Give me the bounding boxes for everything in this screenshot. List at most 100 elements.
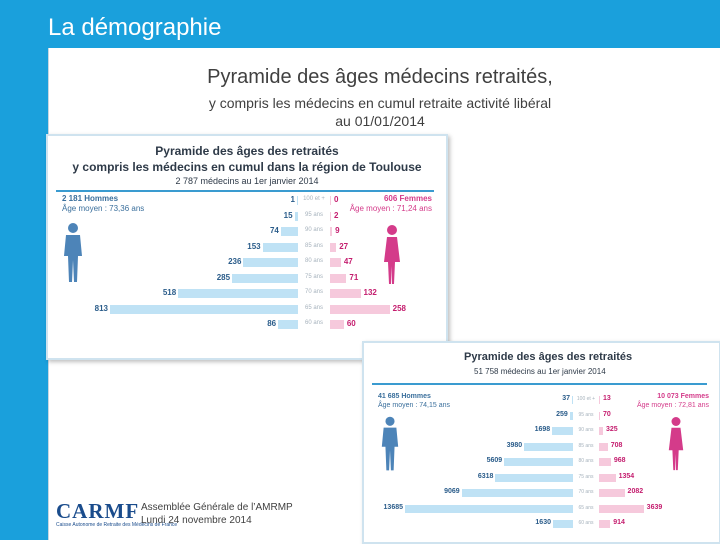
female-value: 71 — [349, 272, 359, 282]
age-label: 75 ans — [304, 273, 323, 280]
male-value: 813 — [94, 303, 108, 313]
female-bar — [330, 273, 347, 283]
female-average-age: Âge moyen : 72,81 ans — [637, 402, 709, 409]
pyramid-chart-toulouse: Pyramide des âges des retraités y compri… — [46, 134, 448, 360]
chart-separator — [372, 383, 707, 385]
male-value: 37 — [562, 395, 570, 402]
male-bar — [243, 258, 298, 267]
male-value: 13685 — [383, 503, 403, 511]
male-value: 15 — [283, 210, 293, 220]
female-value: 132 — [363, 288, 377, 297]
female-value: 70 — [603, 410, 611, 418]
male-bar — [524, 442, 573, 451]
logo-text: CARMF — [56, 499, 140, 523]
female-bar — [599, 473, 616, 482]
slide-subtitle: Pyramide des âges médecins retraités, — [207, 66, 553, 88]
male-bar — [297, 196, 298, 205]
female-value: 9 — [335, 226, 340, 235]
female-bar — [599, 458, 611, 466]
female-bar — [599, 520, 611, 528]
male-bar — [232, 273, 298, 283]
female-total-label: 606 Femmes — [383, 194, 432, 203]
male-bar — [294, 211, 298, 221]
age-label: 85 ans — [578, 442, 594, 449]
age-label: 70 ans — [578, 489, 594, 495]
male-bar — [405, 504, 573, 513]
chart-total: 51 758 médecins au 1er janvier 2014 — [474, 367, 606, 376]
chart-total: 2 787 médecins au 1er janvier 2014 — [175, 176, 319, 186]
female-value: 0 — [334, 195, 339, 204]
female-bar — [330, 227, 333, 236]
age-label: 80 ans — [578, 458, 594, 464]
female-bar — [599, 504, 644, 513]
slide-subtitle-detail: y compris les médecins en cumul retraite… — [0, 94, 720, 130]
male-value: 518 — [162, 288, 177, 297]
female-value: 708 — [610, 441, 623, 449]
male-value: 1630 — [535, 519, 551, 526]
female-bar — [599, 489, 625, 497]
age-label: 60 ans — [304, 320, 323, 326]
male-value: 1698 — [534, 426, 551, 433]
female-value: 914 — [613, 519, 625, 526]
female-bar — [599, 442, 608, 451]
female-bar — [599, 396, 600, 404]
age-label: 80 ans — [304, 258, 323, 264]
male-value: 5609 — [486, 457, 503, 464]
male-value: 236 — [228, 257, 242, 266]
male-bar — [278, 320, 298, 329]
pyramid-chart-national: Pyramide des âges des retraités 51 758 m… — [362, 341, 720, 544]
age-label: 85 ans — [304, 242, 323, 249]
female-bar — [330, 258, 341, 267]
female-total-label: 10 073 Femmes — [657, 393, 709, 400]
male-value: 1 — [290, 195, 295, 204]
male-bar — [110, 304, 298, 314]
male-average-age: Âge moyen : 74,15 ans — [378, 402, 450, 409]
female-value: 60 — [346, 319, 356, 328]
age-label: 100 et + — [576, 396, 596, 402]
page-title: La démographie — [48, 14, 222, 41]
header-bar: La démographie — [0, 0, 720, 48]
male-value: 3980 — [506, 441, 523, 449]
male-value: 259 — [556, 410, 568, 418]
female-average-age: Âge moyen : 71,24 ans — [349, 204, 432, 213]
female-figure-icon — [384, 225, 400, 284]
age-label: 90 ans — [304, 227, 323, 233]
male-total-label: 41 685 Hommes — [378, 393, 431, 400]
female-value: 13 — [603, 395, 611, 402]
male-bar — [504, 458, 573, 466]
age-label: 60 ans — [578, 520, 594, 526]
male-value: 9069 — [444, 488, 460, 495]
male-total-label: 2 181 Hommes — [62, 194, 119, 203]
female-figure-icon — [668, 417, 684, 471]
female-bar — [330, 320, 344, 329]
female-value: 27 — [339, 241, 349, 251]
footer-text: Assemblée Générale de l’AMRMP Lundi 24 n… — [141, 501, 293, 527]
male-bar — [552, 427, 573, 435]
chart-title: Pyramide des âges des retraités — [464, 351, 633, 363]
age-label: 65 ans — [304, 304, 323, 311]
chart-separator — [56, 190, 434, 192]
female-bar — [330, 304, 390, 314]
female-value: 2 — [334, 210, 339, 220]
male-value: 285 — [216, 272, 231, 282]
female-bar — [330, 196, 331, 205]
male-value: 74 — [269, 226, 279, 235]
female-value: 968 — [613, 457, 626, 464]
female-bar — [330, 289, 361, 298]
male-figure-icon — [381, 416, 399, 471]
female-value: 1354 — [618, 472, 635, 480]
age-label: 75 ans — [578, 473, 594, 480]
male-value: 6318 — [477, 472, 494, 480]
age-label: 95 ans — [578, 411, 594, 418]
male-bar — [572, 396, 573, 404]
age-label: 90 ans — [578, 427, 594, 433]
male-average-age: Âge moyen : 73,36 ans — [62, 204, 145, 213]
subtitle-line-3: au 01/01/2014 — [335, 113, 425, 129]
male-bar — [552, 520, 573, 528]
male-value: 153 — [247, 241, 261, 251]
male-figure-icon — [64, 223, 82, 282]
male-bar — [495, 473, 573, 482]
male-bar — [178, 289, 298, 298]
male-bar — [461, 489, 573, 497]
male-bar — [280, 227, 298, 236]
